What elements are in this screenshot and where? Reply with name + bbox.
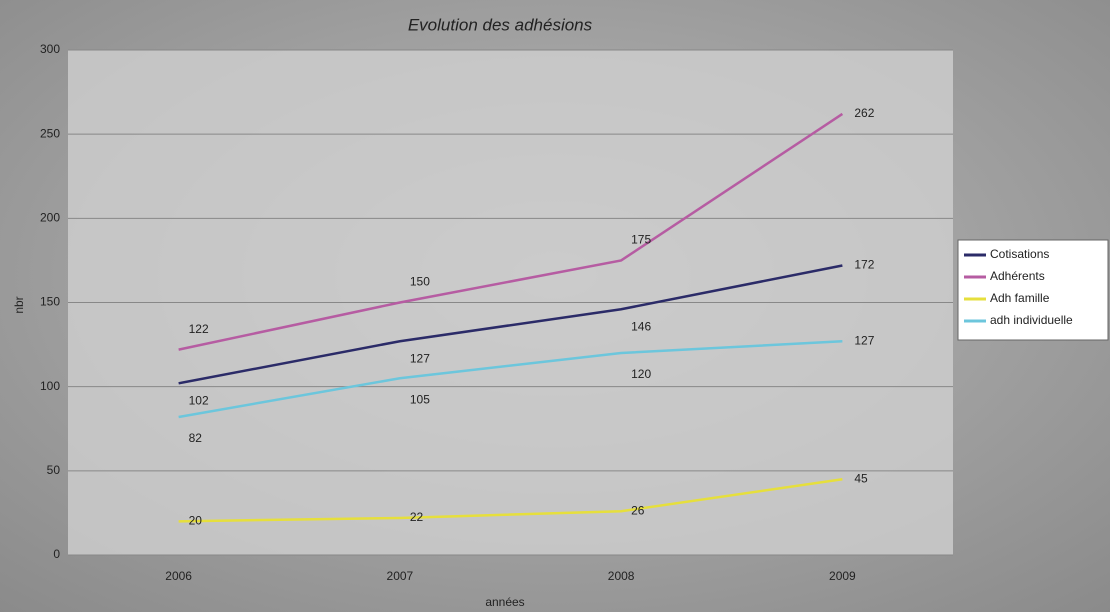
value-label: 82 (189, 431, 203, 445)
x-axis-label: années (485, 595, 524, 609)
chart-title: Evolution des adhésions (408, 15, 593, 34)
series-line (178, 264, 843, 385)
y-tick-label: 150 (40, 295, 60, 309)
legend-label: adh individuelle (990, 313, 1073, 327)
value-label: 105 (410, 392, 430, 406)
x-tick-label: 2008 (608, 569, 635, 583)
y-tick-label: 0 (53, 547, 60, 561)
y-tick-label: 50 (47, 463, 61, 477)
value-label: 45 (854, 471, 868, 485)
y-tick-label: 100 (40, 379, 60, 393)
value-label: 146 (631, 319, 651, 333)
y-tick-label: 200 (40, 211, 60, 225)
value-label: 20 (189, 514, 203, 528)
y-tick-label: 300 (40, 42, 60, 56)
series-line (178, 112, 844, 351)
x-tick-label: 2007 (387, 569, 414, 583)
value-label: 120 (631, 367, 651, 381)
series-line (178, 478, 843, 523)
value-label: 127 (410, 351, 430, 365)
y-axis-label: nbr (12, 296, 26, 313)
value-label: 172 (854, 258, 874, 272)
value-label: 26 (631, 503, 645, 517)
x-tick-label: 2006 (165, 569, 192, 583)
series-line (178, 339, 843, 419)
x-tick-label: 2009 (829, 569, 856, 583)
value-label: 122 (189, 322, 209, 336)
legend-label: Adh famille (990, 291, 1050, 305)
legend-box (957, 239, 1109, 341)
value-label: 102 (189, 393, 209, 407)
y-tick-label: 250 (40, 126, 60, 140)
legend-label: Cotisations (990, 247, 1049, 261)
legend-label: Adhérents (990, 269, 1045, 283)
value-label: 262 (854, 106, 874, 120)
value-label: 175 (631, 233, 651, 247)
value-label: 22 (410, 510, 424, 524)
value-label: 127 (854, 333, 874, 347)
value-label: 150 (410, 275, 430, 289)
